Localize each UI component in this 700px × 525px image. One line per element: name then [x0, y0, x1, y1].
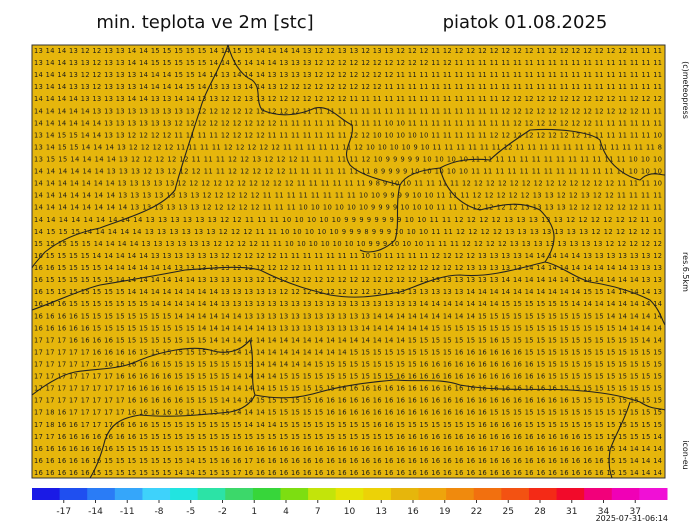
value-row: 16 16 16 16 16 15 15 15 15 15 15 15 14 1…	[34, 469, 662, 477]
value-row: 16 15 15 15 15 15 15 15 14 14 14 14 14 1…	[34, 288, 662, 296]
colorbar-segment	[473, 488, 502, 500]
colorbar-segment	[142, 488, 171, 500]
colorbar-segment	[335, 488, 364, 500]
colorbar-segment	[225, 488, 254, 500]
value-row: 16 16 15 15 15 15 14 14 14 14 14 14 13 1…	[34, 264, 662, 272]
borders	[31, 44, 666, 479]
value-row: 16 16 16 16 16 16 16 15 15 15 15 15 15 1…	[34, 445, 662, 453]
colorbar: -17 -14 -11 -8 -5 -2 1 4 7 10 13 16 19 22 25 28 31 34 37	[32, 488, 668, 517]
colorbar-segment	[114, 488, 143, 500]
colorbar-segment	[390, 488, 420, 500]
colorbar-label: -5	[186, 507, 195, 517]
model: icon-eu	[681, 440, 690, 469]
value-row: 17 18 16 16 17 17 17 16 16 16 15 15 15 1…	[34, 421, 662, 429]
colorbar-segment	[197, 488, 226, 500]
value-row: 14 14 14 14 14 13 13 13 13 13 13 13 13 1…	[34, 107, 662, 115]
value-row: 17 17 17 17 17 16 16 16 16 15 15 15 15 1…	[34, 348, 662, 356]
value-grid: 13 14 14 13 12 12 13 13 14 14 15 15 15 1…	[34, 47, 662, 477]
colorbar-label: 22	[471, 507, 482, 517]
colorbar-segment	[446, 488, 475, 500]
value-row: 17 17 17 17 17 17 17 17 16 16 16 16 16 1…	[34, 397, 662, 405]
value-row: 17 17 17 17 17 17 17 17 16 16 16 16 16 1…	[34, 385, 662, 393]
value-row: 17 17 17 17 17 17 17 16 16 16 16 16 15 1…	[34, 373, 662, 381]
colorbar-label: 13	[376, 507, 387, 517]
value-row: 14 15 15 15 14 14 14 14 14 13 13 13 13 1…	[34, 228, 662, 236]
timestamp: 2025-07-31-06:14	[596, 514, 668, 523]
colorbar-segment	[363, 488, 392, 500]
copyright: (c)meteopress	[681, 61, 690, 119]
colorbar-segment	[418, 488, 447, 500]
colorbar-label: 25	[503, 507, 514, 517]
colorbar-segment	[32, 488, 61, 500]
colorbar-label: 28	[534, 507, 546, 517]
colorbar-segment	[170, 488, 199, 500]
value-row: 13 14 14 13 12 12 13 13 14 14 15 15 15 1…	[34, 47, 662, 55]
value-row: 16 15 15 15 15 15 15 14 14 14 14 14 14 1…	[34, 276, 662, 284]
value-row: 16 16 16 16 16 16 15 15 15 15 15 15 15 1…	[34, 457, 662, 465]
value-row: 14 14 14 14 14 14 14 13 13 13 13 13 13 1…	[34, 192, 662, 200]
value-row: 14 14 14 14 14 14 14 14 13 13 13 13 13 1…	[34, 204, 662, 212]
date: piatok 01.08.2025	[443, 12, 608, 33]
value-row: 16 15 15 15 15 14 14 14 14 14 13 13 13 1…	[34, 252, 662, 260]
value-row: 17 18 16 17 17 17 17 17 16 16 16 16 16 1…	[34, 409, 662, 417]
value-row: 14 14 14 14 14 14 14 14 14 13 13 13 13 1…	[34, 216, 662, 224]
colorbar-segment	[528, 488, 558, 500]
colorbar-segment	[87, 488, 116, 500]
value-row: 17 17 16 16 16 16 16 16 16 15 15 15 15 1…	[34, 433, 662, 441]
map-area	[31, 44, 666, 479]
colorbar-label: 1	[251, 507, 257, 517]
colorbar-label: 31	[566, 507, 577, 517]
title: min. teplota ve 2m [stc]	[96, 12, 313, 33]
value-row: 13 14 15 15 14 14 13 13 12 12 12 12 11 1…	[34, 131, 662, 139]
colorbar-label: -17	[56, 507, 71, 517]
colorbar-label: 4	[283, 507, 289, 517]
value-row: 15 15 15 15 15 14 14 14 14 13 13 13 13 1…	[34, 240, 662, 248]
colorbar-segment	[308, 488, 337, 500]
value-row: 14 14 14 14 14 14 14 13 13 13 13 13 12 1…	[34, 180, 662, 188]
resolution: res.6.5km	[681, 252, 690, 292]
value-row: 16 16 16 15 15 15 15 15 15 15 14 14 14 1…	[34, 300, 662, 308]
value-row: 14 14 14 13 12 12 13 13 13 14 14 14 15 1…	[34, 71, 662, 79]
colorbar-label: 16	[407, 507, 419, 517]
colorbar-label: -8	[155, 507, 164, 517]
value-row: 13 14 14 13 13 12 13 13 14 14 15 15 15 1…	[34, 59, 662, 67]
colorbar-label: 7	[315, 507, 321, 517]
colorbar-segment	[556, 488, 585, 500]
colorbar-segment	[59, 488, 88, 500]
colorbar-label: 37	[630, 507, 641, 517]
value-row: 17 17 17 17 17 17 16 16 16 16 16 15 15 1…	[34, 360, 662, 368]
colorbar-segment	[280, 488, 309, 500]
colorbar-label: -14	[88, 507, 103, 517]
value-row: 14 14 14 14 13 13 13 13 14 14 13 13 14 1…	[34, 95, 662, 103]
colorbar-label: -11	[120, 507, 135, 517]
value-row: 16 16 16 16 15 15 15 15 15 15 15 15 14 1…	[34, 312, 662, 320]
colorbar-segment	[252, 488, 281, 500]
colorbar-label: -2	[218, 507, 227, 517]
colorbar-segment	[639, 488, 668, 500]
value-row: 17 17 17 16 16 16 16 15 15 15 15 15 15 1…	[34, 336, 662, 344]
colorbar-label: 34	[598, 507, 610, 517]
colorbar-label: 10	[344, 507, 356, 517]
colorbar-segment	[611, 488, 640, 500]
colorbar-segment	[501, 488, 530, 500]
value-row: 14 14 14 14 14 14 13 13 13 12 13 12 12 1…	[34, 168, 662, 176]
colorbar-segment	[584, 488, 613, 500]
value-row: 13 14 14 13 13 12 13 13 13 14 14 14 14 1…	[34, 83, 662, 91]
value-row: 16 16 16 16 16 15 15 15 15 15 15 15 15 1…	[34, 324, 662, 332]
colorbar-label: 19	[439, 507, 451, 517]
value-row: 13 15 15 14 14 14 14 13 12 12 12 12 12 1…	[34, 156, 662, 164]
